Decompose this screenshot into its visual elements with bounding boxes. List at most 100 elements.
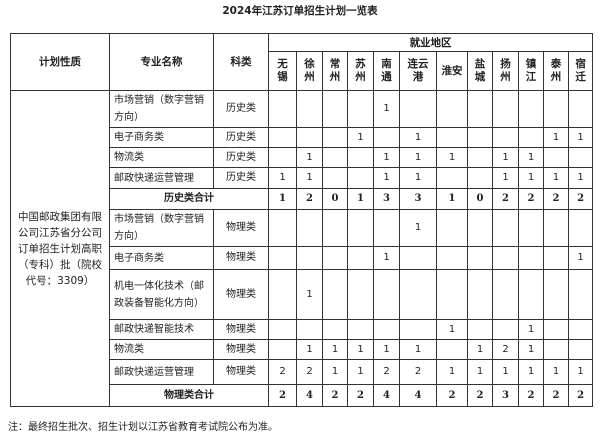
quota-cell	[518, 246, 544, 270]
header-region: 无锡	[268, 51, 297, 91]
quota-cell	[543, 209, 569, 247]
quota-cell: 1	[399, 127, 437, 148]
quota-cell	[518, 209, 544, 247]
quota-cell: 1	[543, 359, 569, 385]
quota-cell: 1	[322, 359, 348, 385]
quota-cell	[567, 90, 594, 128]
quota-cell	[567, 209, 594, 247]
quota-cell	[268, 269, 297, 320]
subject-type: 物理类	[213, 269, 269, 320]
total-cell: 1	[347, 188, 374, 210]
quota-cell: 1	[347, 127, 374, 148]
quota-cell	[268, 339, 297, 360]
subject-type: 物理类	[213, 209, 269, 247]
quota-cell	[543, 147, 569, 168]
quota-cell	[268, 127, 297, 148]
quota-cell: 1	[567, 246, 594, 270]
quota-cell	[347, 246, 374, 270]
quota-cell	[296, 90, 323, 128]
quota-cell: 2	[296, 359, 323, 385]
total-cell: 0	[467, 188, 493, 210]
quota-cell	[436, 246, 468, 270]
total-cell: 2	[543, 188, 569, 210]
major-name: 机电一体化技术（邮政装备智能化方向）	[109, 269, 214, 320]
quota-cell: 1	[492, 147, 519, 168]
quota-cell: 1	[567, 359, 594, 385]
quota-cell	[518, 127, 544, 148]
total-cell: 2	[268, 384, 297, 407]
quota-cell	[322, 167, 348, 189]
quota-cell	[467, 147, 493, 168]
quota-cell: 1	[322, 339, 348, 360]
quota-cell: 1	[373, 339, 400, 360]
quota-cell	[543, 269, 569, 320]
header-subject: 科类	[213, 33, 269, 91]
quota-cell	[322, 127, 348, 148]
quota-cell: 1	[296, 269, 323, 320]
quota-cell: 1	[436, 147, 468, 168]
major-name: 物流类	[109, 339, 214, 360]
header-region: 南通	[373, 51, 400, 91]
quota-cell	[492, 269, 519, 320]
quota-cell	[347, 319, 374, 340]
quota-cell: 1	[543, 167, 569, 189]
total-cell: 2	[322, 384, 348, 407]
header-region: 连云港	[399, 51, 437, 91]
quota-cell	[347, 209, 374, 247]
major-name: 邮政快递运营管理	[109, 167, 214, 189]
table-row: 邮政快递运营管理 物理类 2 2 1 1 2 2 1 1 1 1 1 1	[11, 359, 594, 385]
plan-nature: 中国邮政集团有限公司江苏省分公司订单招生计划高职（专科）批（院校代号：3309）	[10, 90, 110, 407]
quota-cell	[518, 90, 544, 128]
quota-cell	[543, 246, 569, 270]
quota-cell: 1	[268, 167, 297, 189]
quota-cell	[492, 90, 519, 128]
quota-cell	[567, 339, 594, 360]
quota-cell: 1	[492, 359, 519, 385]
subject-type: 物理类	[213, 319, 269, 340]
quota-cell: 1	[567, 127, 594, 148]
total-label: 历史类合计	[109, 188, 269, 210]
total-cell: 3	[399, 188, 437, 210]
table-row: 机电一体化技术（邮政装备智能化方向） 物理类 1	[11, 269, 594, 320]
quota-cell	[399, 269, 437, 320]
quota-cell	[296, 246, 323, 270]
subject-type: 物理类	[213, 339, 269, 360]
major-name: 市场营销（数字营销方向）	[109, 209, 214, 247]
quota-cell	[399, 319, 437, 340]
quota-cell: 1	[518, 339, 544, 360]
header-major: 专业名称	[109, 33, 214, 91]
quota-cell: 1	[518, 319, 544, 340]
quota-cell	[567, 269, 594, 320]
quota-cell	[467, 209, 493, 247]
quota-cell	[436, 269, 468, 320]
quota-cell: 1	[296, 167, 323, 189]
total-row: 历史类合计 1 2 0 1 3 3 1 0 2 2 2 2	[11, 188, 594, 210]
header-region: 镇江	[518, 51, 544, 91]
enrollment-plan-table: 计划性质 专业名称 科类 就业地区 无锡 徐州 常州 苏州 南通 连云港 淮安 盐城 扬州 镇江泰…	[10, 33, 594, 407]
total-cell: 2	[296, 188, 323, 210]
major-name: 邮政快递智能技术	[109, 319, 214, 340]
total-cell: 2	[347, 384, 374, 407]
subject-type: 历史类	[213, 90, 269, 128]
total-cell: 3	[492, 384, 519, 407]
quota-cell	[373, 319, 400, 340]
quota-cell: 1	[399, 167, 437, 189]
total-cell: 2	[467, 384, 493, 407]
quota-cell: 1	[373, 167, 400, 189]
quota-cell	[347, 167, 374, 189]
quota-cell	[296, 127, 323, 148]
header-region-group: 就业地区	[267, 33, 594, 52]
total-cell: 2	[567, 384, 594, 407]
total-cell: 2	[492, 188, 519, 210]
total-cell: 2	[436, 384, 468, 407]
quota-cell	[268, 246, 297, 270]
quota-cell: 1	[543, 127, 569, 148]
total-cell: 1	[436, 188, 468, 210]
total-cell: 0	[322, 188, 348, 210]
quota-cell	[436, 209, 468, 247]
total-label: 物理类合计	[109, 384, 269, 407]
total-cell: 2	[518, 384, 544, 407]
subject-type: 历史类	[213, 147, 269, 168]
quota-cell	[492, 127, 519, 148]
quota-cell	[373, 209, 400, 247]
